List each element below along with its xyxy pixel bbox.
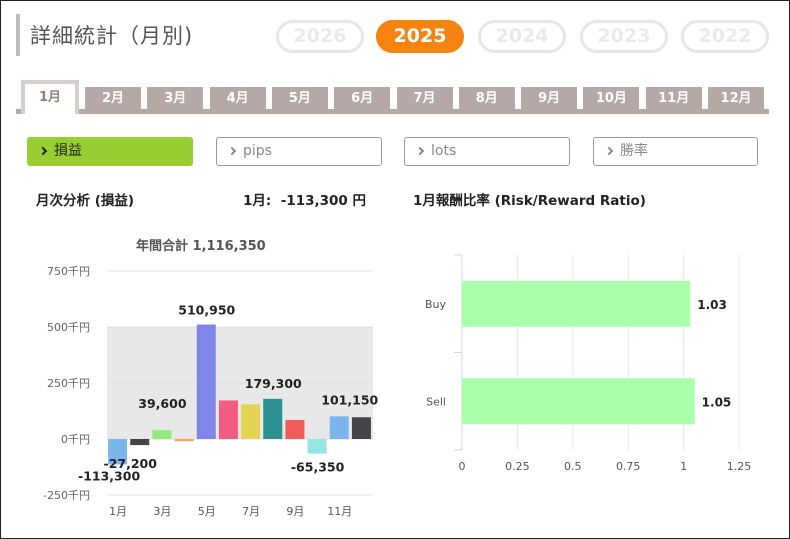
metric-profit-button[interactable]: 損益 — [27, 137, 193, 166]
annual-total-title: 年間合計 1,116,350 — [136, 239, 266, 254]
monthly-analysis-title: 月次分析 (損益) — [36, 193, 135, 209]
x-tick-label: 9月 — [286, 505, 304, 518]
year-2023-button[interactable]: 2023 — [580, 20, 668, 53]
x-tick-label: 7月 — [242, 505, 260, 518]
data-label: -65,350 — [291, 460, 345, 475]
chevron-right-icon — [227, 146, 237, 156]
bar-3月 — [152, 430, 172, 439]
data-label: 1.03 — [697, 298, 727, 312]
data-label: 101,150 — [321, 392, 378, 407]
year-2022-button[interactable]: 2022 — [681, 20, 769, 53]
tab-month-10[interactable]: 10月 — [583, 87, 640, 109]
bar-9月 — [285, 419, 305, 439]
chevron-right-icon — [604, 146, 614, 156]
bar-10月 — [307, 439, 327, 454]
tab-month-5[interactable]: 5月 — [271, 87, 328, 109]
x-tick-label: 0.5 — [564, 460, 582, 473]
bar-2月 — [130, 439, 150, 446]
month-tabs-baseline — [16, 109, 769, 114]
bar-1月 — [108, 439, 128, 465]
year-2025-button[interactable]: 2025 — [376, 20, 464, 53]
tab-month-2[interactable]: 2月 — [85, 87, 141, 109]
bar-8月 — [263, 398, 283, 439]
title-accent-bar — [16, 14, 20, 56]
tab-month-4[interactable]: 4月 — [209, 87, 266, 109]
bar-buy — [462, 280, 691, 327]
x-tick-label: 3月 — [153, 505, 171, 518]
monthly-pnl-chart: 750千円 500千円 250千円 0千円 -250千円 -113,300-27,200 3… — [43, 265, 378, 518]
rr-ratio-chart: 0 0.25 0.5 0.75 1 1.25 Buy 1.03 Sell 1.05 — [425, 254, 752, 473]
y-tick-label: 250千円 — [47, 377, 90, 390]
data-label: 179,300 — [245, 376, 302, 391]
tab-month-1[interactable]: 1月 — [21, 80, 79, 114]
category-label: Sell — [426, 395, 446, 408]
tab-month-12[interactable]: 12月 — [708, 87, 764, 109]
tab-month-6[interactable]: 6月 — [334, 87, 391, 109]
tab-month-9[interactable]: 9月 — [521, 87, 578, 109]
page-title: 詳細統計（月別) — [30, 24, 194, 48]
year-2026-button[interactable]: 2026 — [276, 20, 364, 53]
metric-label: lots — [431, 143, 457, 159]
y-tick-label: 500千円 — [47, 321, 90, 334]
x-tick-label: 11月 — [327, 505, 352, 518]
rr-ratio-title: 1月報酬比率 (Risk/Reward Ratio) — [413, 193, 646, 209]
tab-month-11[interactable]: 11月 — [645, 87, 702, 109]
tab-month-7[interactable]: 7月 — [396, 87, 453, 109]
year-2024-button[interactable]: 2024 — [478, 20, 566, 53]
bar-sell — [462, 378, 695, 425]
data-label: -113,300 — [78, 468, 140, 483]
y-tick-label: -250千円 — [43, 489, 90, 502]
x-tick-label: 0 — [459, 460, 466, 473]
metric-winrate-button[interactable]: 勝率 — [593, 137, 758, 166]
bar-11月 — [329, 416, 349, 439]
bar-12月 — [351, 417, 371, 439]
bar-5月 — [196, 324, 216, 439]
x-tick-label: 0.75 — [616, 460, 641, 473]
data-label: 39,600 — [138, 396, 187, 411]
bar-4月 — [174, 439, 194, 442]
y-tick-label: 750千円 — [47, 265, 90, 278]
metric-pips-button[interactable]: pips — [216, 137, 382, 166]
metric-label: 勝率 — [620, 143, 648, 159]
bar-7月 — [241, 404, 261, 439]
x-tick-label: 1.25 — [727, 460, 752, 473]
tab-month-3[interactable]: 3月 — [147, 87, 204, 109]
data-label: 510,950 — [178, 303, 235, 318]
chevron-right-icon — [415, 146, 425, 156]
x-tick-label: 1 — [680, 460, 687, 473]
category-label: Buy — [425, 298, 447, 311]
metric-lots-button[interactable]: lots — [404, 137, 570, 166]
tab-month-8[interactable]: 8月 — [458, 87, 515, 109]
metric-label: pips — [243, 143, 272, 159]
x-tick-label: 5月 — [198, 505, 216, 518]
metric-label: 損益 — [54, 143, 82, 159]
x-tick-label: 0.25 — [505, 460, 530, 473]
bar-6月 — [218, 400, 238, 439]
chevron-right-icon — [38, 146, 48, 156]
y-tick-label: 0千円 — [61, 433, 90, 446]
data-label: -27,200 — [104, 456, 158, 471]
x-tick-label: 1月 — [109, 505, 127, 518]
month-value-text: 1月: -113,300 円 — [243, 193, 366, 209]
data-label: 1.05 — [702, 395, 732, 409]
